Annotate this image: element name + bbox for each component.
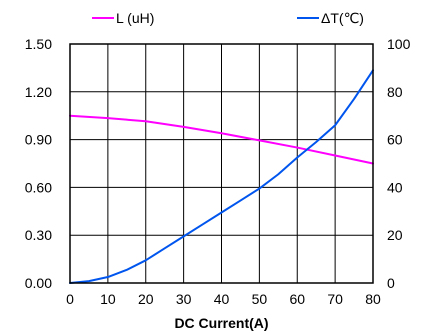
tick-labels: 0 10 20 30 40 50 60 70 80 0.00 0.30 0.60 0.90 1.20 1.5…: [25, 36, 411, 307]
x-tick-label: 10: [100, 291, 116, 307]
x-tick-label: 30: [176, 291, 192, 307]
y-right-tick-label: 0: [387, 275, 395, 291]
y-left-tick-label: 0.60: [25, 179, 52, 195]
y-right-tick-label: 80: [387, 84, 403, 100]
y-right-tick-label: 40: [387, 179, 403, 195]
y-right-tick-label: 60: [387, 132, 403, 148]
y-left-tick-label: 1.50: [25, 36, 52, 52]
x-tick-label: 50: [252, 291, 268, 307]
x-tick-label: 70: [327, 291, 343, 307]
x-tick-label: 0: [66, 291, 74, 307]
legend-item: L (uH): [92, 10, 154, 26]
y-right-tick-label: 20: [387, 227, 403, 243]
series-layer: [69, 69, 374, 284]
y-left-tick-label: 1.20: [25, 84, 52, 100]
y-left-tick-label: 0.30: [25, 227, 52, 243]
plot-frame: [69, 43, 374, 284]
legend-label: L (uH): [116, 10, 154, 26]
y-left-tick-label: 0.90: [25, 132, 52, 148]
legend: L (uH) ΔT(℃): [92, 10, 364, 26]
x-tick-label: 40: [214, 291, 230, 307]
legend-item: ΔT(℃): [297, 10, 364, 26]
x-tick-label: 20: [138, 291, 154, 307]
y-left-tick-label: 0.00: [25, 275, 52, 291]
x-tick-label: 60: [289, 291, 305, 307]
grid: [70, 44, 373, 283]
x-tick-label: 80: [365, 291, 381, 307]
series-line-inductance: [69, 114, 374, 165]
x-axis-title: DC Current(A): [174, 315, 268, 331]
series-line-temperature-rise: [69, 69, 374, 284]
y-right-tick-label: 100: [387, 36, 411, 52]
legend-label: ΔT(℃): [321, 10, 364, 26]
